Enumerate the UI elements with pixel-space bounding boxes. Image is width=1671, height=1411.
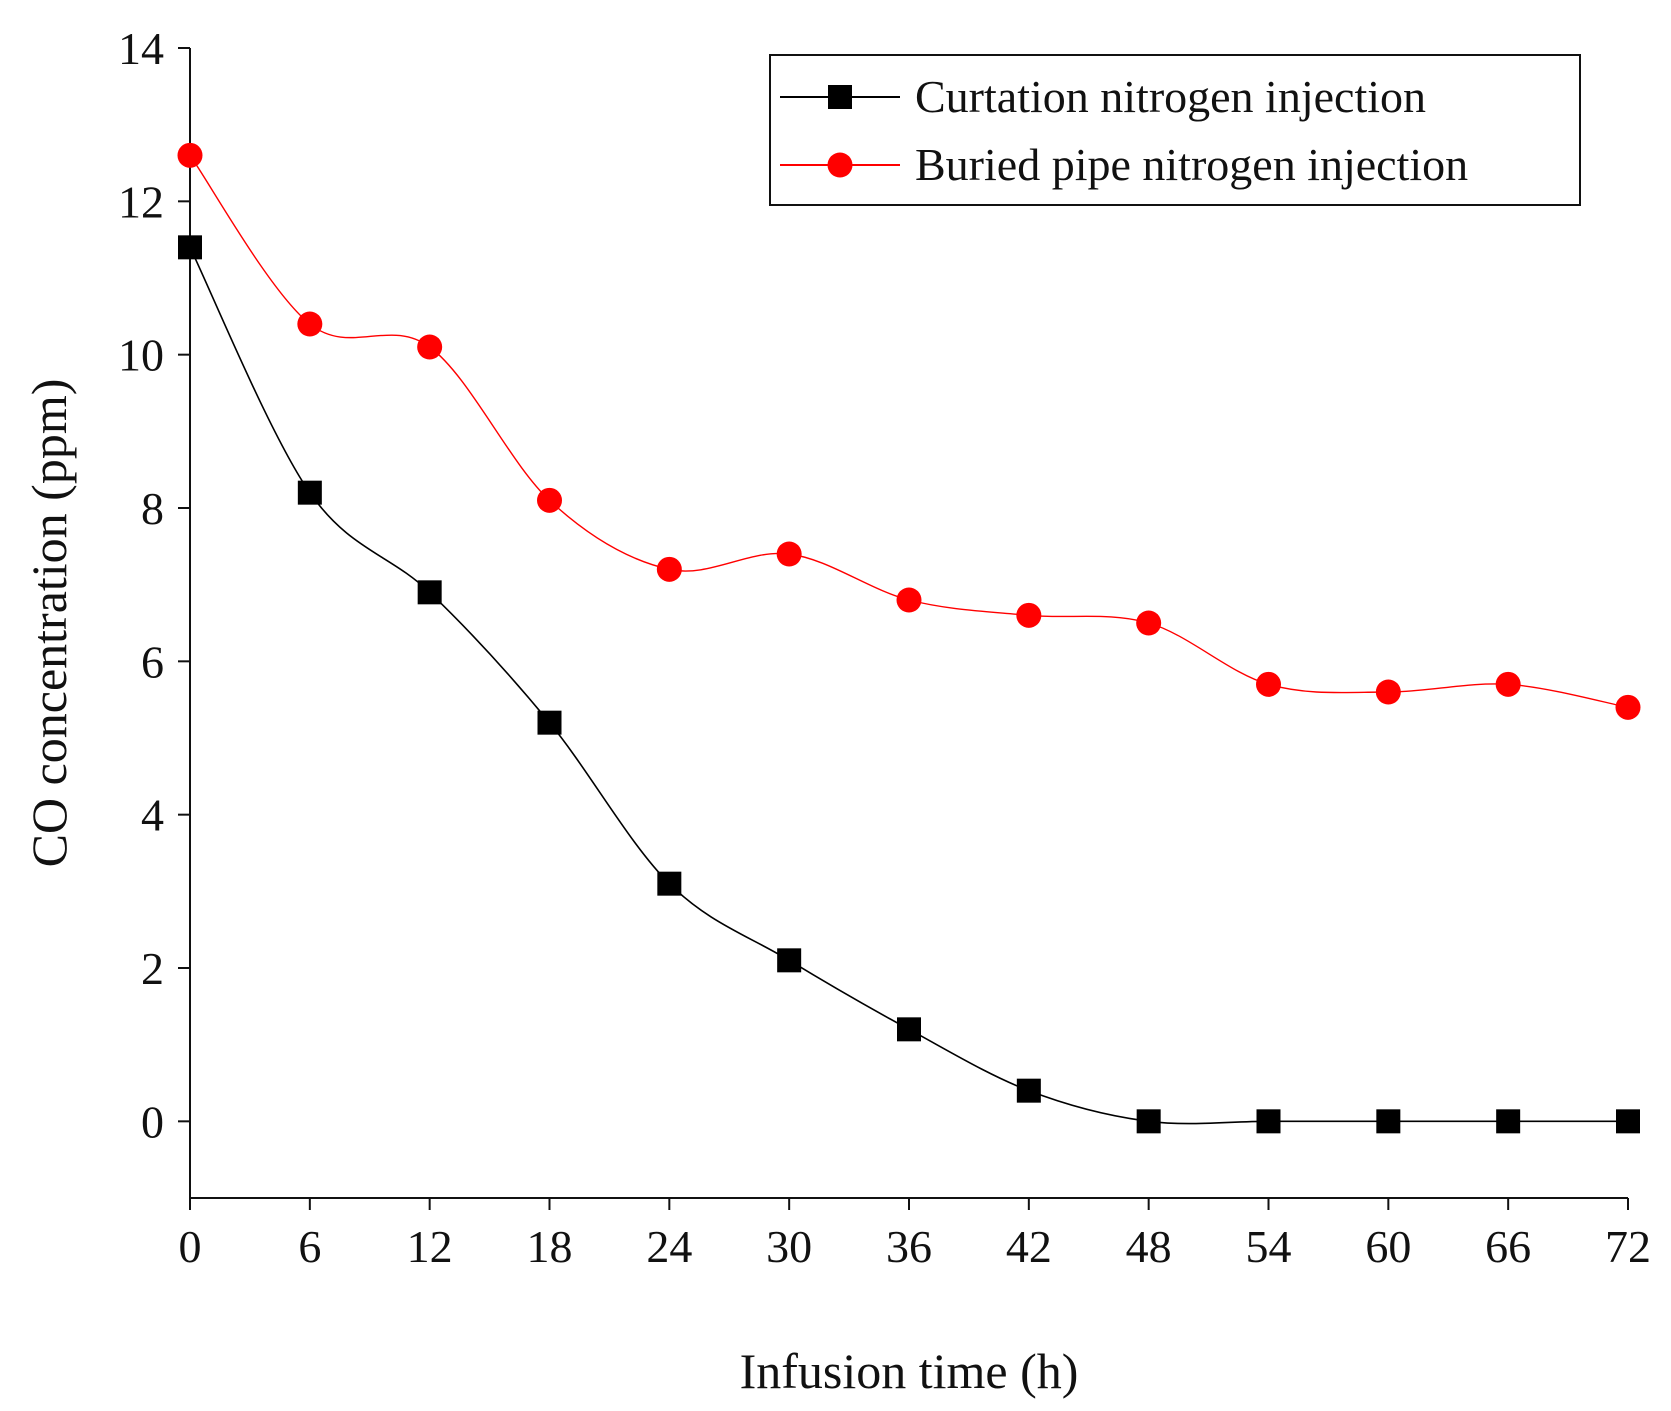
buried-pipe-data-point (297, 311, 323, 337)
curtation-data-point (657, 871, 682, 896)
y-tick-label: 6 (141, 636, 164, 687)
curtation-data-point (1016, 1078, 1041, 1103)
x-tick-label: 18 (527, 1221, 573, 1272)
curtation-series-line (189, 246, 1628, 1125)
x-tick-label: 12 (407, 1221, 453, 1272)
buried-pipe-legend-marker (827, 152, 853, 178)
legend-box (769, 54, 1581, 206)
x-axis-title: Infusion time (h) (740, 1343, 1079, 1399)
buried-pipe-data-point (1615, 694, 1641, 720)
buried-pipe-legend-label: Buried pipe nitrogen injection (915, 139, 1468, 190)
buried-pipe-data-point (776, 541, 802, 567)
y-tick-label: 0 (141, 1096, 164, 1147)
curtation-data-point (1616, 1109, 1640, 1134)
y-tick-label: 14 (118, 23, 164, 74)
legend: Curtation nitrogen injection Buried pipe … (769, 54, 1581, 206)
x-tick-label: 0 (179, 1221, 202, 1272)
curtation-data-point (1136, 1109, 1161, 1134)
y-tick-label: 12 (118, 176, 164, 227)
curtation-data-point (1256, 1109, 1281, 1134)
buried-pipe-data-point (1016, 602, 1042, 628)
buried-pipe-data-point (537, 487, 562, 513)
x-tick-label: 36 (886, 1221, 932, 1272)
x-tick-label: 66 (1485, 1221, 1531, 1272)
curtation-data-point (297, 480, 322, 505)
x-tick-label: 24 (646, 1221, 692, 1272)
buried-pipe-data-point (417, 334, 443, 360)
curtation-data-point (777, 948, 802, 973)
curtation-data-point (1496, 1109, 1521, 1134)
buried-pipe-series-line (189, 154, 1629, 709)
x-tick-label: 72 (1605, 1221, 1651, 1272)
curtation-data-point (537, 710, 562, 735)
curtation-data-point (1376, 1109, 1401, 1134)
curtation-data-point (897, 1017, 921, 1042)
buried-pipe-data-point (1136, 610, 1162, 636)
y-axis-title: CO concentration (ppm) (21, 379, 77, 868)
x-tick-label: 60 (1365, 1221, 1411, 1272)
series-layer (177, 142, 1641, 1134)
curtation-data-point (417, 580, 442, 605)
buried-pipe-data-point (177, 142, 203, 168)
buried-pipe-data-point (896, 587, 922, 613)
x-tick-label: 30 (766, 1221, 812, 1272)
curtation-legend-marker (828, 85, 852, 109)
y-tick-label: 8 (141, 483, 164, 534)
buried-pipe-data-point (1495, 671, 1521, 697)
buried-pipe-data-point (1256, 671, 1281, 697)
y-tick-label: 10 (118, 330, 164, 381)
curtation-data-point (178, 235, 202, 260)
curtation-legend-label: Curtation nitrogen injection (915, 71, 1426, 122)
buried-pipe-data-point (656, 556, 682, 582)
x-tick-label: 54 (1246, 1221, 1292, 1272)
x-tick-label: 48 (1126, 1221, 1172, 1272)
x-tick-label: 6 (298, 1221, 321, 1272)
buried-pipe-data-point (1375, 679, 1401, 705)
x-tick-label: 42 (1006, 1221, 1052, 1272)
y-tick-label: 2 (141, 943, 164, 994)
y-tick-label: 4 (141, 790, 164, 841)
